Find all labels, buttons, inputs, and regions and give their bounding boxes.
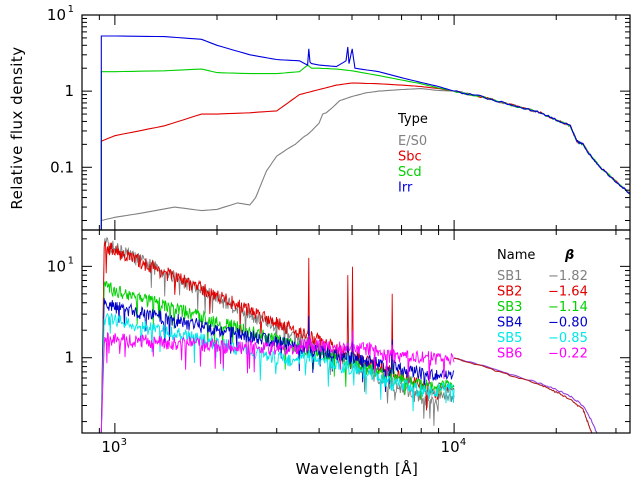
legend-name-sb3: SB3 — [497, 300, 522, 315]
top-series-line-scd — [100, 64, 631, 230]
bottom-series-line-sb4 — [100, 298, 455, 434]
legend-name-sb1: SB1 — [497, 269, 522, 284]
legend-title: Type — [397, 112, 428, 127]
legend-beta-sb2: −1.64 — [548, 285, 588, 300]
legend-beta-sb6: −0.22 — [548, 347, 588, 362]
legend-type-sbc: Sbc — [398, 150, 422, 165]
bottom-panel-frame — [81, 229, 631, 434]
y-tick-label: 0.1 — [50, 158, 74, 176]
y-tick-label-exp: 1 — [68, 255, 74, 266]
legend-beta-sb4: −0.80 — [548, 316, 588, 331]
y-axis-label: Relative flux density — [8, 46, 26, 209]
bottom-series-line-sb2 — [100, 241, 455, 434]
legend-type-es0: E/S0 — [398, 134, 427, 149]
x-tick-label: 10 — [441, 438, 460, 456]
bottom-series-line-sb6 — [100, 330, 455, 434]
legend-type-scd: Scd — [398, 165, 422, 180]
legend-beta-sb5: −0.85 — [548, 331, 588, 346]
legend-name-sb6: SB6 — [497, 347, 522, 362]
y-tick-label: 1 — [64, 349, 74, 367]
bottom-tail-line-2 — [454, 357, 595, 434]
legend-beta-sb1: −1.82 — [548, 269, 588, 284]
top-series-line-irr — [100, 35, 631, 230]
top-series-line-es0 — [100, 88, 631, 230]
y-tick-label: 10 — [47, 6, 66, 24]
legend-name-sb5: SB5 — [497, 331, 522, 346]
y-tick-label: 10 — [47, 257, 66, 275]
bottom-legend: Name β SB1 −1.82 SB2 −1.64 SB3 −1.14 SB4 −0.80 S… — [497, 248, 588, 362]
y-tick-label: 1 — [64, 82, 74, 100]
bottom-tail-line-1 — [453, 357, 601, 434]
legend-name-sb4: SB4 — [497, 316, 522, 331]
top-series-group — [100, 35, 631, 230]
bottom-series-line-sb5 — [100, 312, 455, 434]
y-tick-label-exp: 1 — [68, 4, 74, 15]
legend-name-sb2: SB2 — [497, 285, 522, 300]
bottom-series-group — [100, 236, 601, 434]
legend-beta-sb3: −1.14 — [548, 300, 588, 315]
legend-beta-header: β — [564, 248, 574, 263]
legend-type-irr: Irr — [398, 181, 413, 196]
x-tick-label-exp: 3 — [121, 437, 127, 448]
legend-name-header: Name — [497, 248, 535, 263]
x-tick-label-exp: 4 — [460, 437, 466, 448]
top-panel-frame — [81, 14, 631, 231]
x-tick-label: 10 — [101, 438, 120, 456]
x-axis-label: Wavelength [Å] — [296, 459, 419, 478]
